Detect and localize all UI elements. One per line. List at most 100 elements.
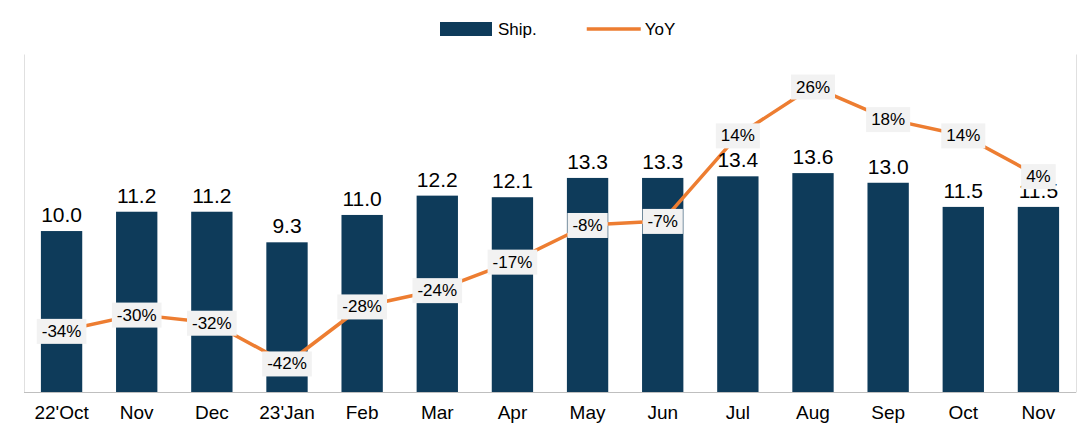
line-label-group: 14% [941, 123, 985, 148]
line-label: -42% [267, 354, 307, 373]
legend-item: YoY [587, 20, 676, 39]
line-label: -34% [42, 322, 82, 341]
line-label: 26% [796, 78, 830, 97]
line-label-group: -34% [37, 319, 87, 344]
line-label: -7% [648, 212, 678, 231]
bar-label: 12.1 [492, 169, 533, 192]
x-tick-label: Apr [498, 402, 528, 423]
x-tick: Nov [120, 392, 154, 423]
bar [116, 212, 157, 392]
x-tick-label: Jun [647, 402, 678, 423]
line-label-group: -28% [337, 294, 387, 319]
bar-label: 13.6 [793, 145, 834, 168]
line-label-box [866, 107, 910, 132]
line-label-group: 26% [791, 75, 835, 100]
bar-label: 13.0 [868, 155, 909, 178]
line-label-box [791, 75, 835, 100]
bar [1018, 207, 1059, 392]
line-label-box [337, 294, 387, 319]
bar-label: 10.0 [41, 203, 82, 226]
x-tick: Mar [421, 392, 454, 423]
x-tick-label: 22'Oct [34, 402, 89, 423]
x-tick: Jun [647, 392, 678, 423]
line-label: -17% [493, 253, 533, 272]
x-tick: Oct [949, 392, 979, 423]
bar-label: 13.3 [642, 150, 683, 173]
x-tick: Nov [1022, 392, 1056, 423]
bar [417, 196, 458, 392]
line-label-box [716, 123, 760, 148]
line-label-group: -7% [643, 209, 683, 234]
bar [717, 176, 758, 392]
line-label-box [488, 250, 538, 275]
bar [41, 231, 82, 392]
x-tick: Feb [346, 392, 379, 423]
line-label-box [37, 319, 87, 344]
bar-label: 9.3 [272, 214, 301, 237]
y2-axis-line [1076, 55, 1077, 393]
x-tick: 22'Oct [34, 392, 89, 423]
line-label-group: -30% [112, 303, 162, 328]
line-label-group: 14% [716, 123, 760, 148]
line-label-box [412, 278, 462, 303]
x-tick-label: Nov [1022, 402, 1056, 423]
bar [266, 242, 307, 392]
line-label-group: -24% [412, 278, 462, 303]
line-label-group: 18% [866, 107, 910, 132]
legend-swatch [440, 22, 492, 36]
y-axis [24, 55, 25, 393]
legend: Ship. YoY [440, 20, 675, 39]
x-tick: 23'Jan [259, 392, 314, 423]
line-label-box [643, 209, 683, 234]
x-tick-label: May [570, 402, 606, 423]
line-label-box [941, 123, 985, 148]
line-label: -8% [572, 216, 602, 235]
bar-label: 13.3 [567, 150, 608, 173]
line [62, 87, 1039, 364]
x-tick-label: 23'Jan [259, 402, 314, 423]
bar-label: 11.5 [944, 179, 983, 202]
line-label: -30% [117, 306, 157, 325]
line-label: -28% [342, 297, 382, 316]
x-tick: Aug [796, 392, 830, 423]
bar-label: 11.2 [192, 184, 231, 207]
line-label-group: -17% [488, 250, 538, 275]
x-tick-label: Oct [949, 402, 979, 423]
x-tick-label: Nov [120, 402, 154, 423]
x-tick-label: Dec [195, 402, 229, 423]
line-label-group: 4% [1021, 164, 1056, 189]
y2-axis [1076, 55, 1077, 393]
legend-label: Ship. [498, 20, 537, 39]
legend-label: YoY [645, 20, 676, 39]
line-label: 18% [871, 110, 905, 129]
bar [492, 197, 533, 392]
bar [191, 212, 232, 392]
x-axis: 22'Oct Nov Dec 23'Jan Feb Mar Apr May Jun Jul Aug S… [24, 392, 1076, 423]
bar-label: 13.4 [717, 148, 758, 171]
x-tick-label: Aug [796, 402, 830, 423]
bar-label: 12.2 [417, 168, 458, 191]
x-tick: Sep [871, 392, 905, 423]
bar [642, 178, 683, 392]
bar [341, 215, 382, 392]
line-label-group: -42% [262, 351, 312, 376]
line-label-group: -8% [567, 213, 607, 238]
legend-item: Ship. [440, 20, 537, 39]
y-axis-line [24, 55, 25, 393]
line-label-box [1021, 164, 1056, 189]
bar [943, 207, 984, 392]
x-axis-line [24, 392, 1076, 393]
data-labels: 10.011.211.29.311.012.212.113.313.313.41… [37, 75, 1058, 377]
bar [792, 173, 833, 392]
x-tick: May [570, 392, 606, 423]
line-label-group: -32% [187, 311, 237, 336]
bar [567, 178, 608, 392]
x-tick: Jul [726, 392, 750, 423]
line-label: -32% [192, 314, 232, 333]
line-label-box [262, 351, 312, 376]
line-label-box [187, 311, 237, 336]
chart: 22'Oct Nov Dec 23'Jan Feb Mar Apr May Jun Jul Aug S… [0, 0, 1080, 437]
x-tick-label: Sep [871, 402, 905, 423]
line-label: 14% [721, 126, 755, 145]
line-label: -24% [417, 281, 457, 300]
